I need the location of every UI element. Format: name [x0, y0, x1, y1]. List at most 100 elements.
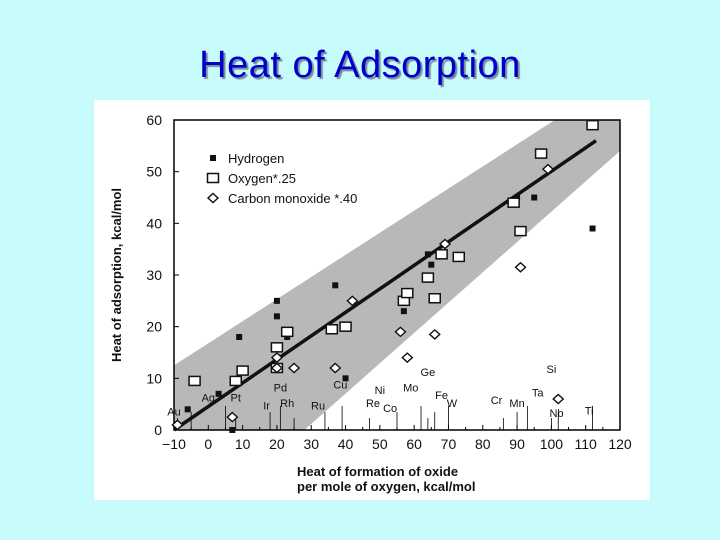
y-tick-label: 50	[146, 164, 162, 180]
element-label: Pd	[274, 382, 287, 394]
x-tick-label: 110	[575, 436, 598, 452]
data-point	[188, 375, 201, 387]
element-label: Mn	[509, 398, 524, 410]
y-tick-label: 10	[146, 370, 162, 386]
data-point	[270, 342, 284, 353]
x-tick-label: 30	[303, 436, 319, 452]
axis-ticks: −10 0 10 20 30 40 50 60 70 80 90 100 110 120010203040…	[146, 112, 631, 452]
element-label: Ir	[263, 400, 270, 412]
data-point	[229, 375, 243, 387]
y-tick-label: 0	[154, 422, 162, 438]
data-point	[229, 427, 236, 433]
element-label: Ag	[202, 393, 215, 405]
data-point	[428, 293, 441, 304]
y-tick-label: 20	[146, 319, 162, 335]
x-tick-label: −10	[162, 436, 186, 452]
data-point	[394, 326, 407, 338]
data-points	[171, 119, 599, 433]
data-point	[270, 362, 283, 374]
data-point	[514, 225, 527, 237]
data-point	[401, 352, 414, 364]
element-label: Ru	[311, 400, 325, 412]
y-tick-label: 60	[146, 112, 162, 128]
data-point	[226, 411, 239, 423]
data-point	[401, 287, 414, 299]
legend-entry: Carbon monoxide *.40	[228, 191, 357, 206]
data-point	[435, 249, 448, 260]
data-point	[452, 251, 466, 263]
data-point	[438, 238, 452, 250]
y-tick-label: 30	[146, 267, 162, 283]
element-label: Si	[546, 364, 556, 376]
element-label: Ti	[585, 406, 594, 418]
data-point	[552, 393, 565, 405]
data-point	[507, 197, 520, 208]
legend: Hydrogen Oxygen*.25 Carbon monoxide *.40	[206, 151, 357, 206]
data-point	[531, 194, 538, 201]
data-point	[342, 375, 349, 382]
legend-marker	[206, 172, 220, 184]
data-point	[534, 148, 548, 159]
x-tick-label: 120	[608, 436, 632, 452]
data-point	[541, 163, 555, 175]
data-point	[332, 282, 339, 289]
element-label: W	[447, 398, 458, 410]
element-label: Fe	[435, 390, 448, 402]
x-axis-label: Heat of formation of oxide	[297, 464, 458, 479]
data-point	[171, 419, 184, 431]
data-point	[236, 365, 249, 376]
element-label: Ni	[375, 385, 385, 397]
legend-entry: Oxygen*.25	[228, 171, 296, 186]
x-tick-label: 10	[235, 436, 251, 452]
x-tick-label: 60	[406, 436, 422, 452]
y-axis-label: Heat of adsorption, kcal/mol	[109, 188, 124, 362]
data-point	[184, 406, 191, 413]
data-point	[288, 362, 301, 374]
x-tick-label: 90	[509, 436, 525, 452]
data-point	[280, 326, 294, 338]
data-point	[236, 334, 243, 340]
data-point	[589, 225, 596, 232]
data-point	[273, 313, 280, 320]
element-label: Re	[366, 398, 380, 410]
data-point	[273, 297, 280, 304]
y-tick-label: 40	[146, 215, 162, 231]
data-point	[428, 328, 441, 340]
element-label: Cr	[491, 395, 503, 407]
data-point	[215, 390, 222, 397]
data-point	[421, 272, 435, 283]
element-label: Au	[167, 407, 180, 419]
x-tick-label: 70	[441, 436, 457, 452]
data-point	[400, 308, 407, 315]
data-point	[424, 251, 431, 258]
x-tick-label: 20	[269, 436, 285, 452]
fit-line	[173, 139, 597, 432]
x-tick-label: 50	[372, 436, 388, 452]
element-label: Mo	[403, 382, 418, 394]
element-label: Cu	[333, 380, 347, 392]
legend-marker	[210, 155, 216, 161]
x-tick-label: 0	[204, 436, 212, 452]
chart-panel: −10 0 10 20 30 40 50 60 70 80 90 100 110 120 0 10 20 30 40…	[94, 100, 650, 500]
x-tick-label: 100	[540, 436, 564, 452]
data-point	[325, 324, 339, 335]
data-point	[514, 261, 527, 273]
x-tick-label: 40	[338, 436, 354, 452]
element-label: Ta	[532, 387, 545, 399]
element-label: Nb	[549, 408, 563, 420]
fit-line-layer	[173, 139, 597, 432]
legend-entry: Hydrogen	[228, 151, 284, 166]
data-point	[586, 119, 599, 131]
scatter-chart: −10 0 10 20 30 40 50 60 70 80 90 100 110 120010203040…	[109, 112, 632, 494]
data-point	[270, 352, 283, 364]
element-label: Co	[383, 403, 397, 415]
x-axis-label-line2: per mole of oxygen, kcal/mol	[297, 479, 475, 494]
legend-marker	[206, 192, 220, 204]
element-label: Rh	[280, 398, 294, 410]
element-label: Pt	[231, 393, 241, 405]
data-point	[339, 321, 352, 332]
data-point	[346, 295, 359, 307]
page-title: Heat of Adsorption	[199, 44, 521, 86]
data-point	[428, 261, 435, 268]
